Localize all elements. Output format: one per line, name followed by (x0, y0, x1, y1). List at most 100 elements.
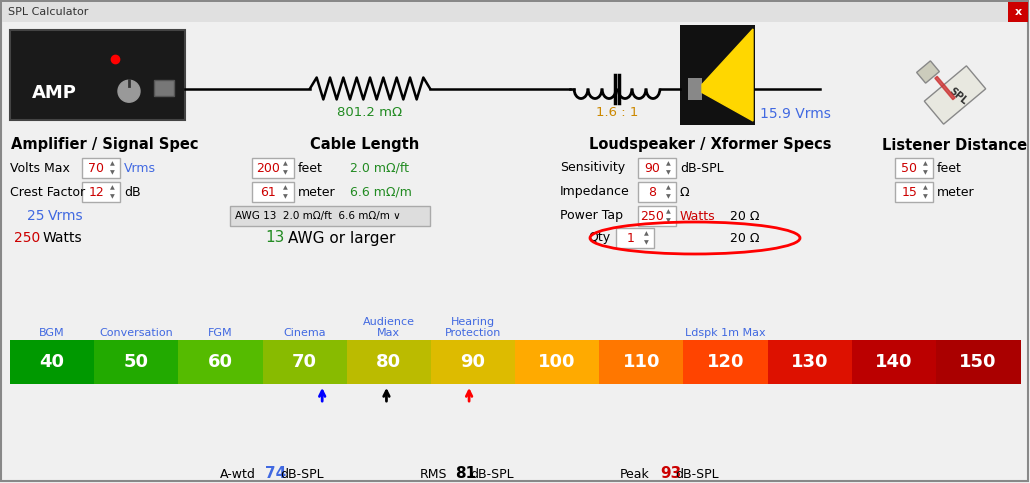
Bar (82, 182, 121, 202)
Text: 110: 110 (622, 353, 660, 371)
Text: ▲: ▲ (110, 185, 114, 190)
Text: 20 Ω: 20 Ω (730, 231, 759, 244)
Text: ▲: ▲ (666, 185, 671, 190)
Text: Crest Factor: Crest Factor (10, 185, 85, 199)
Bar (852, 340, 936, 384)
Bar (638, 206, 676, 226)
Text: 25: 25 (28, 209, 45, 223)
Text: ▼: ▼ (110, 194, 114, 199)
Text: 12: 12 (89, 185, 104, 199)
Bar (431, 340, 515, 384)
Text: SPL Calculator: SPL Calculator (8, 7, 89, 17)
Text: ▲: ▲ (923, 185, 928, 190)
Text: 13: 13 (266, 230, 285, 245)
Bar (82, 158, 121, 178)
Text: ▼: ▼ (666, 218, 671, 223)
Text: 15.9 Vrms: 15.9 Vrms (760, 106, 831, 120)
Text: 1: 1 (626, 231, 634, 244)
Bar (153, 80, 173, 97)
Text: ▼: ▼ (283, 170, 288, 175)
Text: ▲: ▲ (666, 161, 671, 166)
Text: Power Tap: Power Tap (560, 210, 623, 223)
Text: dB-SPL: dB-SPL (470, 468, 514, 481)
Text: AMP: AMP (32, 84, 77, 102)
Text: Ldspk 1m Max: Ldspk 1m Max (685, 328, 765, 338)
Text: feet: feet (298, 161, 322, 174)
Text: Vrms: Vrms (124, 161, 156, 174)
Text: dB: dB (124, 185, 141, 199)
Text: 50: 50 (124, 353, 148, 371)
Text: ▼: ▼ (110, 170, 114, 175)
Text: 6.6 mΩ/m: 6.6 mΩ/m (350, 185, 412, 199)
Text: 60: 60 (208, 353, 233, 371)
Text: Cinema: Cinema (283, 328, 325, 338)
Bar (895, 158, 933, 178)
Text: 90: 90 (460, 353, 485, 371)
Text: Impedance: Impedance (560, 185, 629, 199)
Text: dB-SPL: dB-SPL (280, 468, 323, 481)
Text: ▼: ▼ (923, 194, 928, 199)
Polygon shape (917, 61, 939, 83)
Text: 70: 70 (89, 161, 104, 174)
Text: 50: 50 (901, 161, 918, 174)
Text: 100: 100 (539, 353, 576, 371)
Bar (252, 158, 294, 178)
Text: meter: meter (298, 185, 336, 199)
Text: RMS: RMS (420, 468, 447, 481)
Bar (638, 182, 676, 202)
Bar (2, 2, 1027, 22)
Bar (178, 340, 263, 384)
Polygon shape (935, 76, 955, 99)
Text: ▼: ▼ (923, 170, 928, 175)
Text: 250: 250 (641, 210, 664, 223)
Bar (638, 158, 676, 178)
Text: 8: 8 (649, 185, 656, 199)
Text: Audience
Max: Audience Max (363, 317, 415, 338)
Circle shape (118, 80, 140, 102)
Text: ▼: ▼ (283, 194, 288, 199)
Text: 61: 61 (261, 185, 276, 199)
Bar (10, 340, 95, 384)
Text: Watts: Watts (680, 210, 716, 223)
Text: Conversation: Conversation (99, 328, 173, 338)
Text: 200: 200 (256, 161, 280, 174)
Text: 140: 140 (876, 353, 913, 371)
Bar (767, 340, 852, 384)
Bar (895, 182, 933, 202)
Text: ▲: ▲ (666, 209, 671, 214)
Text: 81: 81 (455, 467, 476, 482)
Text: 80: 80 (376, 353, 402, 371)
Text: ▲: ▲ (110, 161, 114, 166)
Polygon shape (924, 66, 986, 124)
Text: dB-SPL: dB-SPL (675, 468, 719, 481)
Bar (1008, 2, 1028, 22)
Text: Loudspeaker / Xformer Specs: Loudspeaker / Xformer Specs (589, 138, 831, 153)
Text: 90: 90 (645, 161, 660, 174)
Text: feet: feet (937, 161, 962, 174)
Text: ▲: ▲ (283, 185, 288, 190)
Text: meter: meter (937, 185, 974, 199)
Text: Volts Max: Volts Max (10, 161, 70, 174)
Text: 250: 250 (13, 231, 40, 245)
Text: 801.2 mΩ: 801.2 mΩ (338, 106, 403, 119)
Text: x: x (1015, 7, 1022, 17)
Text: 93: 93 (660, 467, 681, 482)
Text: Vrms: Vrms (48, 209, 83, 223)
Text: 120: 120 (707, 353, 744, 371)
Bar (936, 340, 1021, 384)
Text: Listener Distance: Listener Distance (883, 138, 1028, 153)
Text: AWG 13  2.0 mΩ/ft  6.6 mΩ/m ∨: AWG 13 2.0 mΩ/ft 6.6 mΩ/m ∨ (235, 211, 401, 221)
Text: 74: 74 (265, 467, 286, 482)
Text: Hearing
Protection: Hearing Protection (445, 317, 502, 338)
Bar (230, 206, 430, 226)
Bar (680, 25, 755, 125)
Text: ▼: ▼ (644, 240, 649, 245)
Bar (94, 340, 179, 384)
Bar (347, 340, 432, 384)
Bar (599, 340, 684, 384)
Text: ▲: ▲ (644, 231, 649, 236)
Text: 2.0 mΩ/ft: 2.0 mΩ/ft (350, 161, 409, 174)
Text: 1.6 : 1: 1.6 : 1 (595, 106, 639, 119)
Bar (515, 340, 599, 384)
Text: ▲: ▲ (283, 161, 288, 166)
